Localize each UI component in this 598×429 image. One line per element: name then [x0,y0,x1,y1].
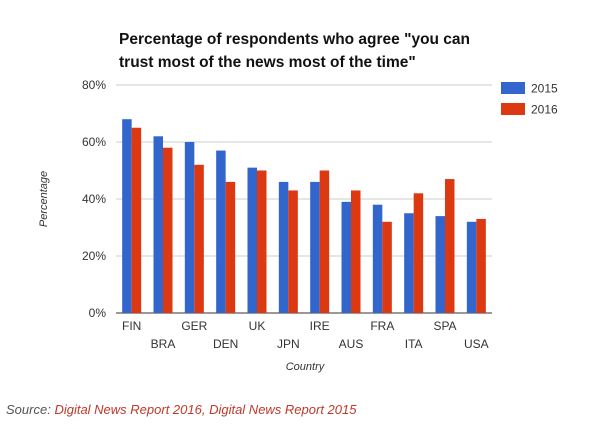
y-tick-label: 60% [82,135,106,149]
gridlines [116,84,492,314]
x-tick-label: IRE [310,319,330,333]
bar-UK-2016[interactable] [257,170,267,314]
source-label: Source: [6,402,51,417]
bar-SPA-2015[interactable] [435,216,446,313]
bar-FIN-2015[interactable] [122,119,132,313]
y-tick-label: 0% [89,306,107,320]
x-axis-ticks: FIN BRA GER DEN UK JPN IRE AUS FRA ITA SPA USA [122,319,489,351]
bar-FRA-2015[interactable] [372,204,383,313]
chart-title-line-2: trust most of the news most of the time" [119,54,416,71]
x-tick-label: FRA [370,319,394,333]
y-tick-label: 20% [82,249,106,263]
source-note: Source: Digital News Report 2016, Digita… [6,402,356,417]
bar-AUS-2015[interactable] [341,201,352,313]
x-tick-label: GER [181,319,207,333]
bar-IRE-2015[interactable] [310,181,320,313]
y-tick-label: 80% [82,78,106,92]
source-link[interactable]: Digital News Report 2016, Digital News R… [54,402,357,417]
legend-label-2016: 2016 [531,103,558,117]
legend-swatch-2015 [501,82,525,94]
bar-DEN-2015[interactable] [216,150,226,313]
x-tick-label: UK [249,319,266,333]
bar-DEN-2016[interactable] [225,181,236,313]
bar-SPA-2016[interactable] [445,179,455,313]
bar-UK-2015[interactable] [247,167,258,313]
bar-BRA-2016[interactable] [163,147,173,313]
x-tick-label: SPA [433,319,456,333]
bar-ITA-2016[interactable] [413,193,424,313]
bar-JPN-2015[interactable] [278,181,289,313]
chart-title-line-1: Percentage of respondents who agree "you… [119,31,470,48]
x-tick-label: USA [464,337,489,351]
bar-IRE-2016[interactable] [319,170,330,314]
x-tick-label: FIN [122,319,141,333]
x-tick-label: AUS [339,337,364,351]
bar-GER-2016[interactable] [194,164,204,313]
legend: 2015 2016 [501,82,558,117]
x-tick-label: ITA [405,337,423,351]
bars [122,119,486,313]
x-tick-label: BRA [151,337,176,351]
bar-JPN-2016[interactable] [288,190,298,313]
x-tick-label: JPN [277,337,300,351]
bar-ITA-2015[interactable] [404,213,414,313]
legend-label-2015: 2015 [531,82,558,96]
bar-USA-2015[interactable] [466,221,477,313]
y-axis-title: Percentage [38,171,50,227]
x-axis-title: Country [286,361,326,373]
bar-AUS-2016[interactable] [351,190,361,313]
legend-swatch-2016 [501,103,525,115]
y-tick-label: 40% [82,192,106,206]
bar-USA-2016[interactable] [476,218,486,313]
y-axis-ticks: 0% 20% 40% 60% 80% [82,78,106,320]
x-tick-label: DEN [213,337,238,351]
bar-BRA-2015[interactable] [153,136,164,313]
bar-GER-2015[interactable] [184,142,195,313]
bar-FIN-2016[interactable] [131,127,142,313]
bar-FRA-2016[interactable] [382,221,392,313]
